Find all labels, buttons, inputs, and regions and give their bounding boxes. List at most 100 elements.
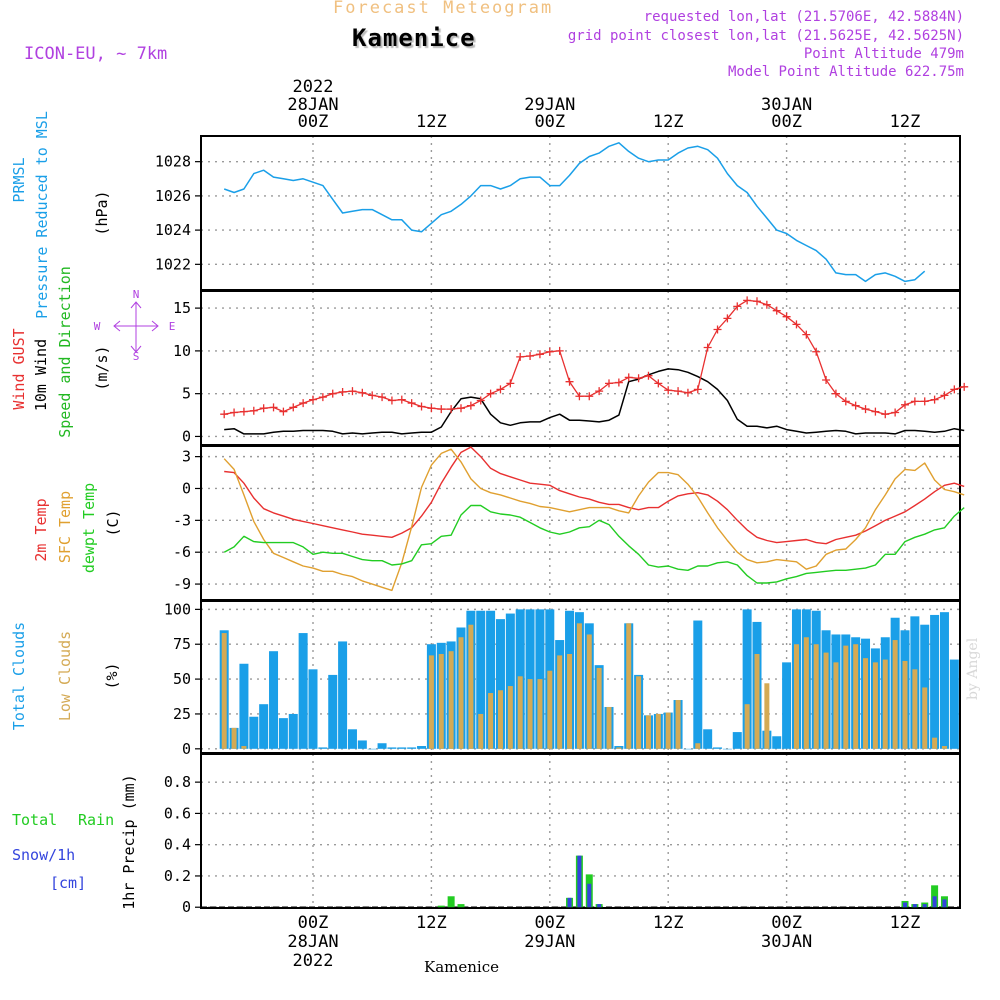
compass-w: W	[94, 320, 101, 333]
gust-point	[309, 395, 317, 404]
top-date-label: 28JAN	[287, 95, 338, 115]
gust-series-line	[224, 299, 965, 415]
low-cloud-bar	[695, 743, 701, 749]
bottom-year-label: 2022	[293, 951, 334, 971]
gust-point	[950, 385, 959, 394]
total-cloud-bar	[495, 619, 505, 749]
precip-legend-rain: Rain	[78, 811, 114, 829]
gust-point	[901, 400, 909, 409]
gust-point	[378, 393, 387, 402]
gust-point	[654, 379, 663, 388]
cloud-label-total: Total Clouds	[10, 622, 28, 730]
bottom-time-label: 12Z	[416, 913, 447, 933]
gust-point	[338, 387, 347, 396]
total-cloud-bar	[239, 663, 249, 749]
point-altitude: Point Altitude 479m	[803, 46, 964, 62]
gust-point	[881, 410, 890, 419]
pressure-label-desc: Pressure Reduced to MSL	[33, 111, 51, 319]
low-cloud-bar	[892, 640, 898, 749]
total-cloud-bar	[949, 659, 959, 749]
total-cloud-bar	[407, 747, 417, 749]
precip-snow-bar	[577, 855, 582, 908]
precip-legend-total: Total	[12, 811, 57, 829]
ytick-label: 5	[182, 385, 191, 403]
gust-point	[960, 382, 969, 391]
cloud_panel: 0 25 50 75 100	[164, 600, 961, 758]
gust-point	[526, 352, 535, 361]
low-cloud-bar	[882, 659, 888, 749]
precip-snow-bar	[932, 896, 937, 908]
gust-point	[703, 343, 712, 352]
precip-snow-bar	[922, 904, 927, 908]
gridpoint-coords: grid point closest lon,lat (21.5625E, 42…	[567, 28, 964, 44]
low-cloud-bar	[843, 645, 849, 749]
gust-point	[910, 397, 919, 406]
low-cloud-bar	[567, 653, 573, 749]
gust-point	[279, 407, 288, 416]
precip-total-bar	[437, 905, 445, 908]
compass-e: E	[169, 320, 176, 333]
sfct-series-line	[223, 448, 965, 592]
low-cloud-bar	[922, 687, 928, 749]
low-cloud-bar	[813, 644, 819, 749]
wind10m-series-line	[224, 368, 965, 435]
top-time-label: 00Z	[534, 112, 565, 132]
ytick-label: 0	[182, 898, 191, 916]
temp-label-unit: (C)	[104, 509, 122, 536]
ytick-label: 75	[173, 635, 191, 653]
low-cloud-bar	[902, 660, 908, 749]
wind-label-direction: Speed and Direction	[56, 266, 74, 438]
low-cloud-bar	[793, 644, 799, 749]
compass-s: S	[133, 350, 140, 363]
gust-point	[387, 396, 396, 405]
gust-point	[249, 406, 258, 415]
gust-point	[230, 408, 239, 417]
gust-point	[259, 404, 268, 413]
total-cloud-bar	[486, 610, 496, 749]
gust-point	[427, 404, 436, 413]
low-cloud-bar	[231, 727, 237, 749]
gust-point	[624, 373, 633, 382]
low-cloud-bar	[576, 623, 582, 749]
precip-total-bar	[447, 896, 455, 908]
gust-point	[437, 405, 446, 414]
low-cloud-bar	[507, 686, 513, 749]
low-cloud-bar	[872, 662, 878, 749]
top-year-label: 2022	[293, 77, 334, 97]
bottom-date-label: 28JAN	[287, 932, 338, 952]
precip-legend-unit: [cm]	[50, 874, 86, 892]
total-cloud-bar	[683, 748, 693, 750]
total-cloud-bar	[278, 718, 288, 749]
gust-point	[368, 391, 377, 400]
gust-point	[575, 392, 584, 401]
total-cloud-bar	[535, 609, 545, 749]
top-date-label: 29JAN	[524, 95, 575, 115]
cloud-label-unit: (%)	[103, 662, 121, 689]
gust-point	[693, 385, 702, 394]
low-cloud-bar	[665, 712, 671, 749]
t2m-series-line	[224, 446, 965, 545]
gust-point	[496, 385, 505, 394]
low-cloud-bar	[438, 653, 444, 749]
precip-snow-bar	[587, 883, 592, 908]
ytick-label: 0	[182, 479, 191, 497]
gust-point	[289, 403, 298, 412]
gust-point	[595, 387, 604, 396]
gust-point	[220, 410, 229, 419]
pressure-label-unit: (hPa)	[93, 190, 111, 235]
product-title: Forecast Meteogram	[333, 0, 554, 18]
low-cloud-bar	[675, 700, 681, 749]
low-cloud-bar	[221, 633, 227, 749]
total-cloud-bar	[367, 748, 377, 750]
gust-point	[802, 330, 811, 339]
temperature_panel: 3 0 -3 -6 -9	[173, 445, 965, 601]
gust-point	[733, 302, 742, 311]
wind-label-10m: 10m Wind	[32, 339, 50, 411]
total-cloud-bar	[259, 704, 269, 749]
total-cloud-bar	[387, 747, 397, 749]
low-cloud-bar	[458, 637, 464, 749]
low-cloud-bar	[764, 683, 770, 749]
total-cloud-bar	[742, 609, 752, 749]
dewpt-series-line	[223, 504, 965, 584]
pressure_panel: 1022 1024 1026 1028	[155, 135, 961, 291]
